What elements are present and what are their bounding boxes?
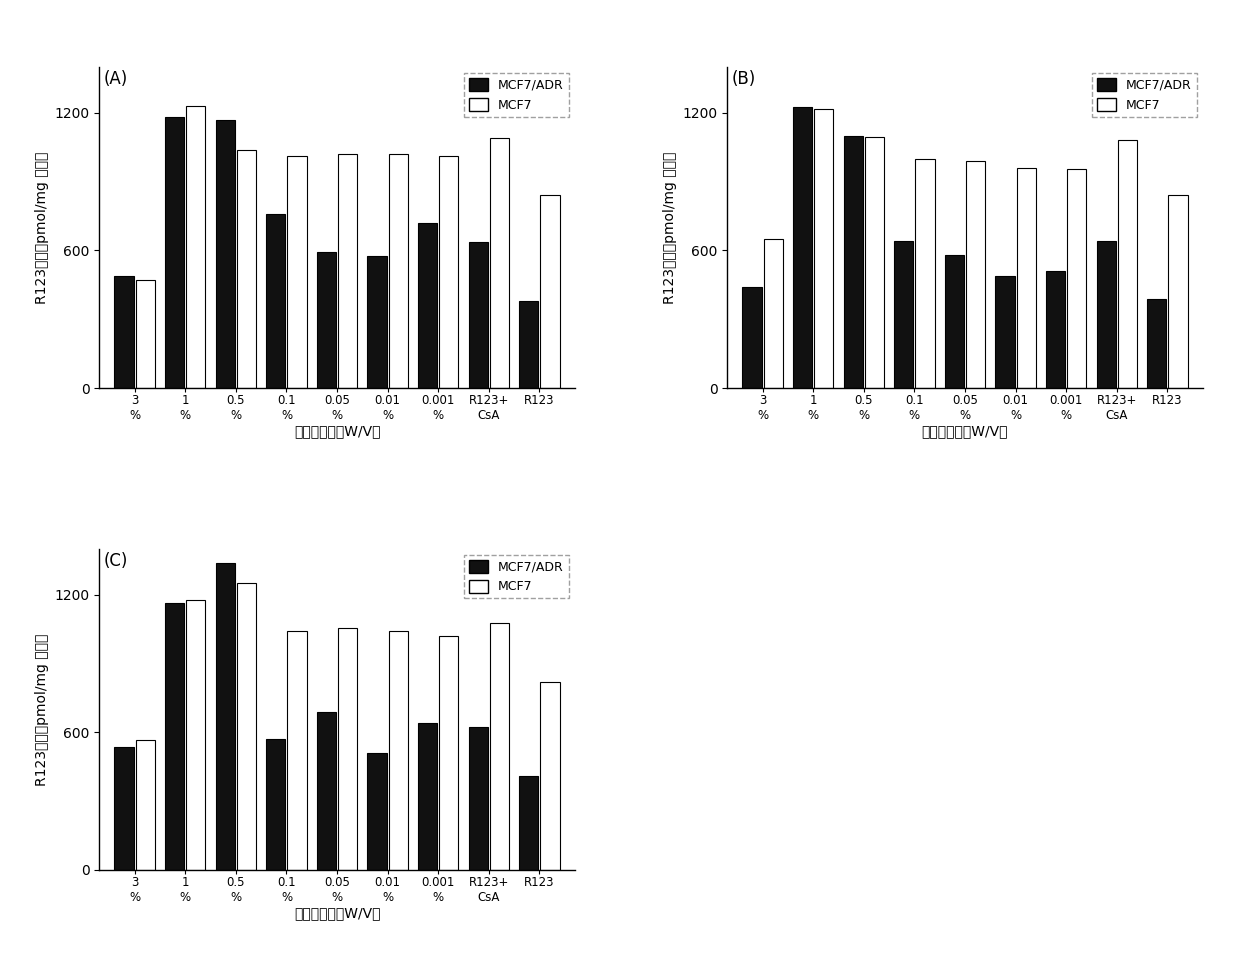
Bar xyxy=(216,562,234,870)
Bar xyxy=(267,214,285,388)
Bar xyxy=(135,740,155,870)
Bar xyxy=(288,631,306,870)
X-axis label: 聚合物浓度（W/V）: 聚合物浓度（W/V） xyxy=(921,424,1008,439)
Bar xyxy=(1168,195,1188,388)
Bar xyxy=(792,107,812,388)
Bar xyxy=(1147,298,1167,388)
Bar xyxy=(1068,169,1086,388)
Bar xyxy=(439,636,459,870)
X-axis label: 聚合物浓度（W/V）: 聚合物浓度（W/V） xyxy=(294,906,381,921)
Bar xyxy=(288,157,306,388)
X-axis label: 聚合物浓度（W/V）: 聚合物浓度（W/V） xyxy=(294,424,381,439)
Bar xyxy=(1117,141,1137,388)
Bar xyxy=(339,628,357,870)
Bar xyxy=(843,136,863,388)
Y-axis label: R123浓度（pmol/mg 蛋白）: R123浓度（pmol/mg 蛋白） xyxy=(35,633,48,786)
Bar xyxy=(186,600,206,870)
Bar xyxy=(864,137,884,388)
Bar xyxy=(237,583,257,870)
Bar xyxy=(520,776,538,870)
Bar xyxy=(418,723,438,870)
Text: (A): (A) xyxy=(104,70,128,88)
Bar xyxy=(114,275,134,388)
Text: (C): (C) xyxy=(104,552,128,570)
Y-axis label: R123浓度（pmol/mg 蛋白）: R123浓度（pmol/mg 蛋白） xyxy=(662,151,677,304)
Bar xyxy=(165,118,185,388)
Bar xyxy=(815,109,833,388)
Bar xyxy=(388,631,408,870)
Bar xyxy=(915,159,935,388)
Bar xyxy=(764,239,782,388)
Bar xyxy=(945,255,963,388)
Bar xyxy=(490,138,510,388)
Bar xyxy=(520,301,538,388)
Bar xyxy=(490,623,510,870)
Bar xyxy=(367,753,387,870)
Legend: MCF7/ADR, MCF7: MCF7/ADR, MCF7 xyxy=(464,74,569,117)
Bar xyxy=(894,241,914,388)
Bar xyxy=(135,280,155,388)
Bar xyxy=(418,223,438,388)
Bar xyxy=(1017,168,1035,388)
Bar xyxy=(743,287,761,388)
Bar xyxy=(316,711,336,870)
Bar xyxy=(267,739,285,870)
Bar xyxy=(996,275,1014,388)
Bar xyxy=(339,154,357,388)
Bar xyxy=(1096,241,1116,388)
Text: (B): (B) xyxy=(732,70,756,88)
Bar xyxy=(316,251,336,388)
Legend: MCF7/ADR, MCF7: MCF7/ADR, MCF7 xyxy=(1092,74,1197,117)
Bar xyxy=(165,602,185,870)
Bar xyxy=(469,727,487,870)
Bar xyxy=(114,748,134,870)
Bar xyxy=(216,120,234,388)
Bar xyxy=(439,157,459,388)
Bar xyxy=(541,195,559,388)
Legend: MCF7/ADR, MCF7: MCF7/ADR, MCF7 xyxy=(464,555,569,598)
Bar xyxy=(966,161,986,388)
Bar xyxy=(469,243,487,388)
Bar xyxy=(388,154,408,388)
Bar xyxy=(237,149,257,388)
Bar xyxy=(186,106,206,388)
Bar xyxy=(1045,272,1065,388)
Bar xyxy=(541,682,559,870)
Bar xyxy=(367,256,387,388)
Y-axis label: R123浓度（pmol/mg 蛋白）: R123浓度（pmol/mg 蛋白） xyxy=(35,151,48,304)
